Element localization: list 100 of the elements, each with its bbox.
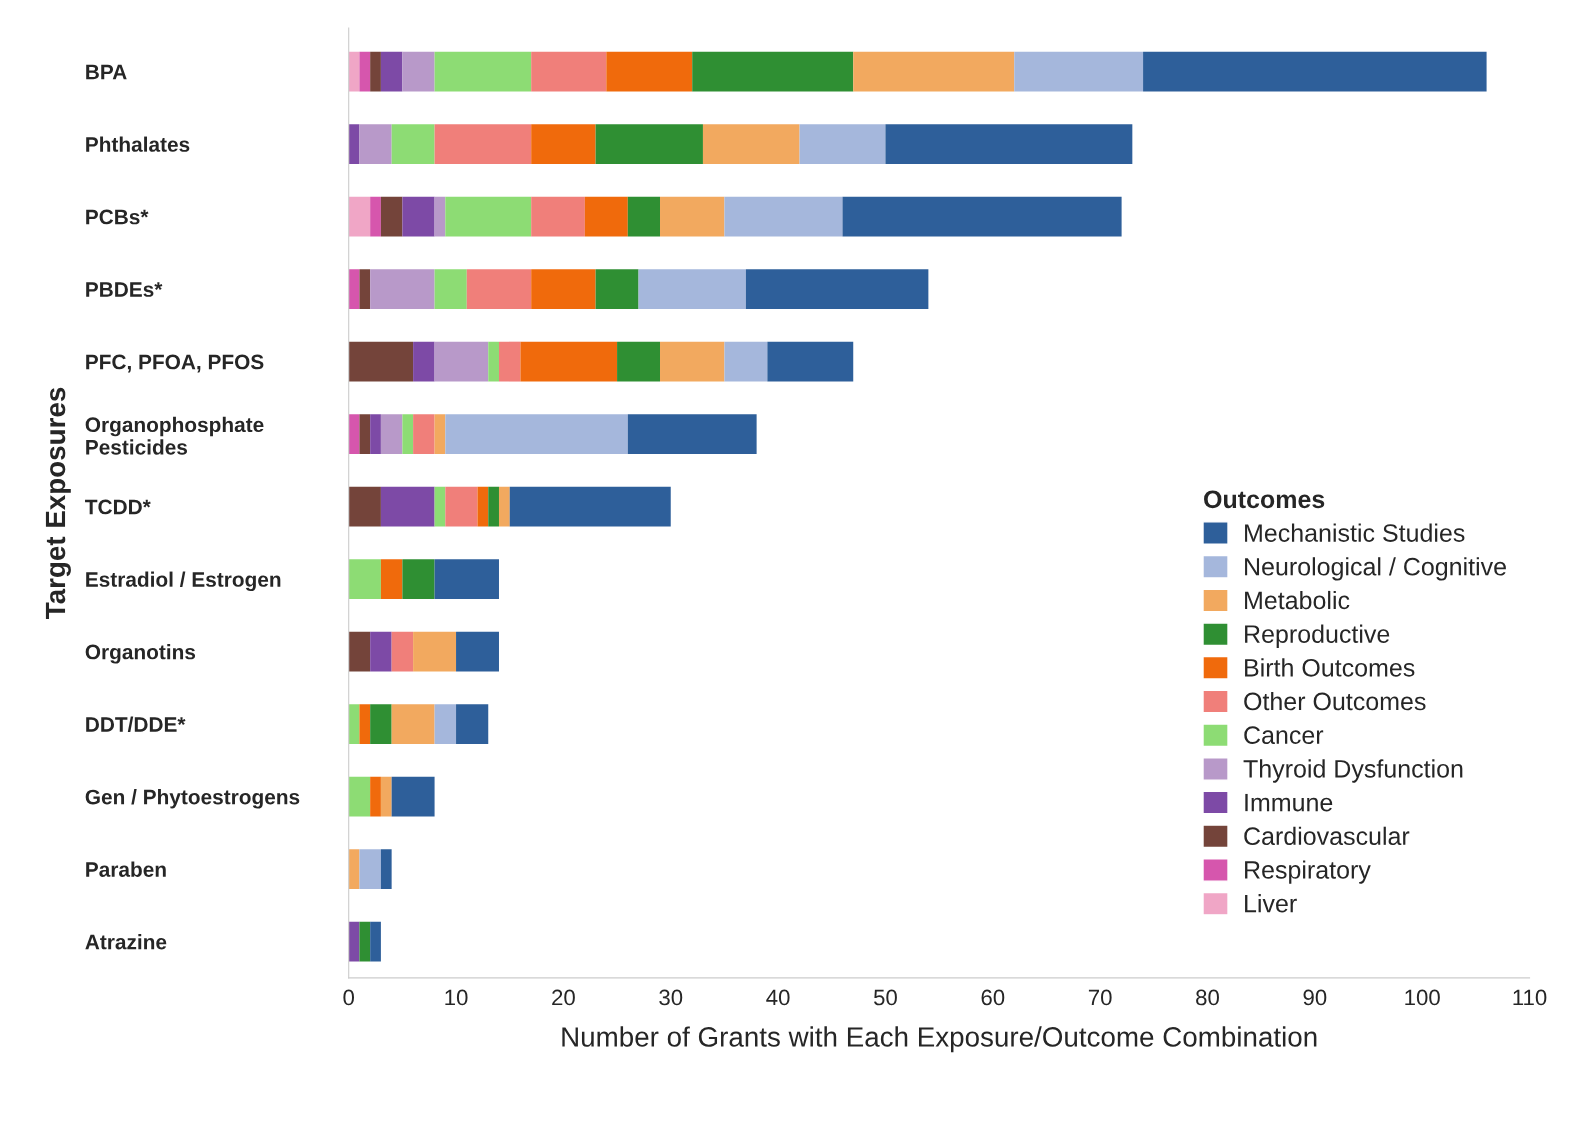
x-tick-label: 0 xyxy=(343,989,355,1006)
bar xyxy=(434,414,446,455)
x-tick-label: 40 xyxy=(766,989,790,1006)
bar xyxy=(348,849,360,890)
bar xyxy=(531,269,596,310)
bar xyxy=(434,124,532,165)
legend-label: Thyroid Dysfunction xyxy=(1243,759,1463,783)
y-tick-label: PFC, PFOA, PFOS xyxy=(86,354,264,373)
legend-label: Other Outcomes xyxy=(1244,691,1426,711)
bar xyxy=(359,921,371,962)
bar xyxy=(434,269,467,310)
bar xyxy=(885,124,1133,165)
bar xyxy=(531,196,585,237)
bar xyxy=(413,631,457,672)
bar xyxy=(413,414,435,455)
x-tick-label: 70 xyxy=(1088,989,1112,1006)
x-axis-title: Number of Grants with Each Exposure/Outcome Combination xyxy=(562,1026,1317,1053)
bar xyxy=(702,124,800,165)
bar xyxy=(531,51,607,92)
bar xyxy=(370,269,435,310)
bar xyxy=(391,704,435,745)
bar xyxy=(724,341,768,382)
bar xyxy=(617,341,661,382)
bar xyxy=(456,631,499,672)
bar xyxy=(434,341,489,382)
bar xyxy=(584,196,628,237)
bar xyxy=(402,196,435,237)
y-tick-label: PCBs* xyxy=(86,209,149,225)
bar xyxy=(660,196,725,237)
bar xyxy=(391,776,435,817)
bar xyxy=(509,486,671,527)
bar xyxy=(498,486,510,527)
bar xyxy=(1143,51,1487,92)
y-tick-label: BPA xyxy=(86,64,127,80)
bar xyxy=(370,414,381,455)
bar xyxy=(348,631,371,672)
bar xyxy=(380,559,403,600)
bar xyxy=(359,704,371,745)
bar xyxy=(359,51,371,92)
y-tick-label: Atrazine xyxy=(85,934,167,950)
bar xyxy=(370,631,392,672)
bar xyxy=(391,631,414,672)
bar xyxy=(606,51,693,92)
bar xyxy=(391,124,435,165)
bar xyxy=(370,704,392,745)
x-tick-label: 10 xyxy=(445,989,468,1006)
y-tick-label: PBDEs* xyxy=(86,282,163,297)
bar xyxy=(359,124,392,165)
bar xyxy=(477,486,489,527)
bar xyxy=(402,414,414,455)
x-tick-label: 80 xyxy=(1196,989,1219,1006)
x-tick-label: 20 xyxy=(552,989,575,1006)
bar xyxy=(413,341,435,382)
bar xyxy=(595,269,639,310)
bar xyxy=(380,196,403,237)
y-tick-label: TCDD* xyxy=(85,499,151,515)
bar xyxy=(380,849,392,890)
bar xyxy=(348,196,371,237)
legend-label: Cardiovascular xyxy=(1244,826,1410,846)
legend-label: Respiratory xyxy=(1245,860,1371,884)
bar xyxy=(1014,51,1144,92)
bar xyxy=(348,486,381,527)
x-tick-label: 50 xyxy=(873,989,897,1006)
bar xyxy=(434,51,532,92)
y-tick-label: Organophosphate Pesticides xyxy=(85,416,264,455)
bar xyxy=(348,704,360,745)
bar xyxy=(745,269,929,310)
bar xyxy=(488,486,499,527)
bar xyxy=(434,196,446,237)
bar xyxy=(370,51,381,92)
y-tick-label: Phthalates xyxy=(86,136,190,152)
bar xyxy=(520,341,618,382)
legend-label: Cancer xyxy=(1244,726,1324,745)
bar xyxy=(402,559,435,600)
bar xyxy=(445,196,532,237)
x-tick-label: 60 xyxy=(981,989,1005,1006)
bar xyxy=(445,486,478,527)
y-tick-label: Paraben xyxy=(86,861,166,877)
y-tick-label: Gen / Phytoestrogens xyxy=(85,789,300,809)
bar xyxy=(380,486,435,527)
bar xyxy=(348,51,360,92)
bar xyxy=(767,341,854,382)
bar xyxy=(380,51,403,92)
bar xyxy=(434,704,457,745)
legend-label: Mechanistic Studies xyxy=(1245,523,1465,542)
bar xyxy=(348,124,360,165)
bar xyxy=(531,124,596,165)
bar xyxy=(466,269,532,310)
x-tick-label: 90 xyxy=(1303,989,1327,1006)
bar xyxy=(724,196,843,237)
bar xyxy=(370,776,381,817)
bar xyxy=(434,559,499,600)
bar xyxy=(370,196,381,237)
legend-label: Immune xyxy=(1245,793,1333,812)
bar xyxy=(402,51,435,92)
bar xyxy=(853,51,1015,92)
bar xyxy=(359,849,381,890)
bar xyxy=(359,269,371,310)
bar xyxy=(348,559,381,600)
bar xyxy=(488,341,499,382)
